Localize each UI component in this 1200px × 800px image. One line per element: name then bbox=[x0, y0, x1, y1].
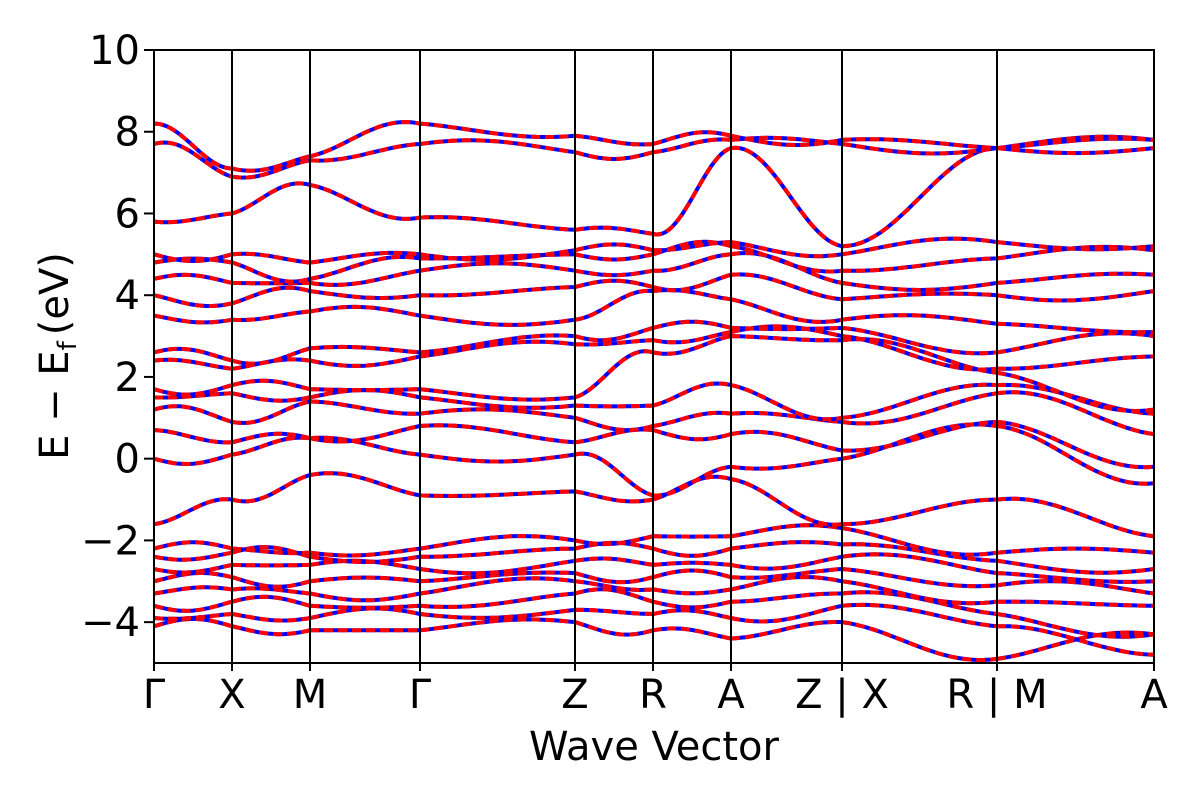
band-line-red-dashed bbox=[154, 381, 1154, 422]
y-axis-label: E − Ef (eV) bbox=[32, 252, 83, 460]
band-line-red-dashed bbox=[154, 602, 1154, 657]
y-tick-label: 2 bbox=[115, 355, 140, 401]
y-tick-label: 8 bbox=[115, 110, 140, 156]
x-tick-label: A bbox=[1140, 672, 1168, 718]
x-tick-label: X bbox=[218, 672, 245, 718]
x-tick-label: M bbox=[293, 672, 328, 718]
x-tick-label: Γ bbox=[409, 672, 432, 718]
band-line-red-dashed bbox=[154, 324, 1154, 372]
y-tick-label: 0 bbox=[115, 437, 140, 483]
x-tick-label: R bbox=[639, 672, 667, 718]
y-axis-ticks: −4 −2 0 2 4 6 8 10 bbox=[81, 28, 154, 646]
band-line-red-dashed bbox=[154, 419, 1154, 470]
x-tick-label: Z bbox=[561, 672, 588, 718]
band-line-red-dashed bbox=[154, 574, 1154, 608]
y-axis-label-main: E − E bbox=[32, 350, 78, 460]
band-line-red-dashed bbox=[154, 523, 1154, 558]
y-axis-label-unit: (eV) bbox=[32, 252, 78, 335]
bands-group bbox=[154, 119, 1154, 663]
y-tick-label: −2 bbox=[81, 518, 140, 564]
band-line-red-dashed bbox=[154, 119, 1154, 173]
y-tick-label: 4 bbox=[115, 273, 140, 319]
band-line-red-dashed bbox=[154, 287, 1154, 335]
y-tick-label: −4 bbox=[81, 600, 140, 646]
kpoint-divider-group bbox=[231, 50, 998, 663]
band-line-red-dashed bbox=[154, 272, 1154, 308]
y-tick-label: 6 bbox=[115, 191, 140, 237]
y-tick-label: 10 bbox=[89, 28, 140, 74]
band-line-red-dashed bbox=[154, 319, 1154, 366]
band-line-red-dashed bbox=[154, 134, 1154, 180]
y-axis-label-sub: f bbox=[53, 340, 83, 350]
band-line-red-dashed bbox=[154, 422, 1154, 498]
x-tick-label: A bbox=[717, 672, 745, 718]
band-line-red-dashed bbox=[154, 552, 1154, 584]
x-axis-label: Wave Vector bbox=[529, 724, 780, 770]
band-line-red-dashed bbox=[154, 540, 1154, 575]
band-line-red-dashed bbox=[154, 390, 1154, 437]
band-line-red-dashed bbox=[154, 236, 1154, 265]
x-tick-label: Z | X bbox=[795, 672, 889, 718]
x-tick-label: R | M bbox=[946, 672, 1047, 718]
band-line-red-dashed bbox=[154, 145, 1154, 249]
band-line-red-dashed bbox=[154, 239, 1154, 284]
band-line-red-dashed bbox=[154, 334, 1154, 414]
band-line-red-dashed bbox=[154, 616, 1154, 663]
x-tick-label: Γ bbox=[143, 672, 166, 718]
band-line-red-dashed bbox=[154, 567, 1154, 596]
x-axis-ticks: Γ X M Γ Z R A Z | X R | M A bbox=[143, 663, 1168, 718]
